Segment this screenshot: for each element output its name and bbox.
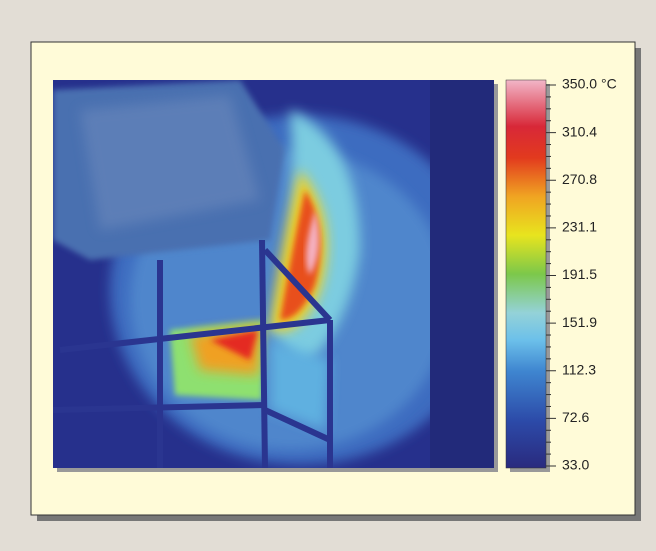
page: 350.0 310.4 270.8 231.1 191.5 151.9 112.3 72.6 3… [0,0,656,551]
tick-label: 310.4 [562,123,597,139]
tick-label: 350.0 [562,76,597,92]
tick-label: 151.9 [562,314,597,330]
colorbar [506,80,546,468]
thermal-image [53,80,494,468]
tick-label: 112.3 [562,361,596,377]
tick-label: 72.6 [562,409,589,425]
figure: 350.0 310.4 270.8 231.1 191.5 151.9 112.3 72.6 3… [0,0,656,551]
tick-label: 270.8 [562,171,597,187]
tick-label: 191.5 [562,266,597,282]
tick-label: 33.0 [562,457,589,473]
unit-label: °C [601,76,617,92]
tick-label: 231.1 [562,219,597,235]
